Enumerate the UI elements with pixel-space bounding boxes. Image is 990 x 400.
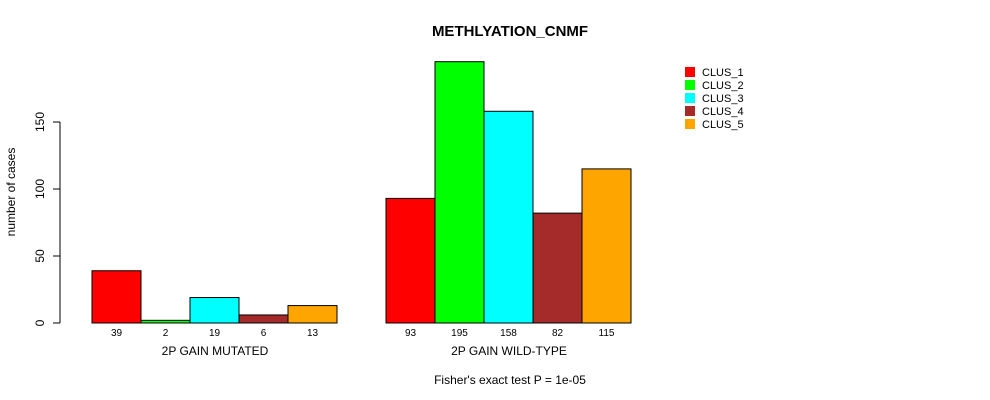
bar-count-label: 82 (552, 328, 564, 339)
legend-label: CLUS_2 (702, 80, 744, 92)
bar-clus-3-mutated (189, 297, 240, 324)
bar-clus-1-mutated (91, 270, 142, 324)
bar-count-label: 19 (209, 328, 221, 339)
legend-label: CLUS_4 (702, 106, 744, 118)
bar-clus-1-wild-type (385, 197, 436, 324)
bar-clus-5-wild-type (581, 168, 632, 324)
chart-title: METHLYATION_CNMF (432, 23, 588, 40)
count-labels: 39 2 19 6 13 93 195 158 82 115 (111, 328, 615, 339)
legend-swatch (685, 93, 695, 103)
bar-clus-2-wild-type (434, 61, 485, 324)
legend-swatch (685, 67, 695, 77)
bar-clus-2-mutated (140, 319, 191, 324)
y-axis: 0 50 100 150 (33, 112, 61, 326)
legend-swatch (685, 106, 695, 116)
bar-clus-4-wild-type (532, 212, 583, 324)
bar-clus-3-wild-type (483, 110, 534, 324)
legend-label: CLUS_1 (702, 67, 744, 79)
bar-count-label: 2 (163, 328, 169, 339)
bar-count-label: 6 (261, 328, 267, 339)
bar-count-label: 13 (307, 328, 319, 339)
bar-count-label: 115 (599, 328, 615, 339)
y-tick-label: 50 (33, 249, 47, 263)
legend-label: CLUS_5 (702, 119, 744, 131)
y-tick-label: 100 (33, 179, 47, 199)
fisher-test-footnote: Fisher's exact test P = 1e-05 (434, 373, 586, 387)
y-tick-label: 150 (33, 112, 47, 132)
bar-count-label: 158 (500, 328, 517, 339)
category-label-mutated: 2P GAIN MUTATED (162, 344, 269, 358)
bar-count-label: 93 (405, 328, 417, 339)
legend-swatch (685, 80, 695, 90)
bar-group (91, 61, 632, 324)
bar-count-label: 39 (111, 328, 123, 339)
category-label-wild-type: 2P GAIN WILD-TYPE (451, 344, 567, 358)
y-axis-label: number of cases (4, 148, 18, 237)
y-tick-label: 0 (33, 319, 47, 326)
bar-clus-4-mutated (238, 314, 289, 324)
bar-clus-5-mutated (287, 305, 338, 324)
legend-swatch (685, 119, 695, 129)
legend-label: CLUS_3 (702, 93, 744, 105)
bar-count-label: 195 (451, 328, 468, 339)
